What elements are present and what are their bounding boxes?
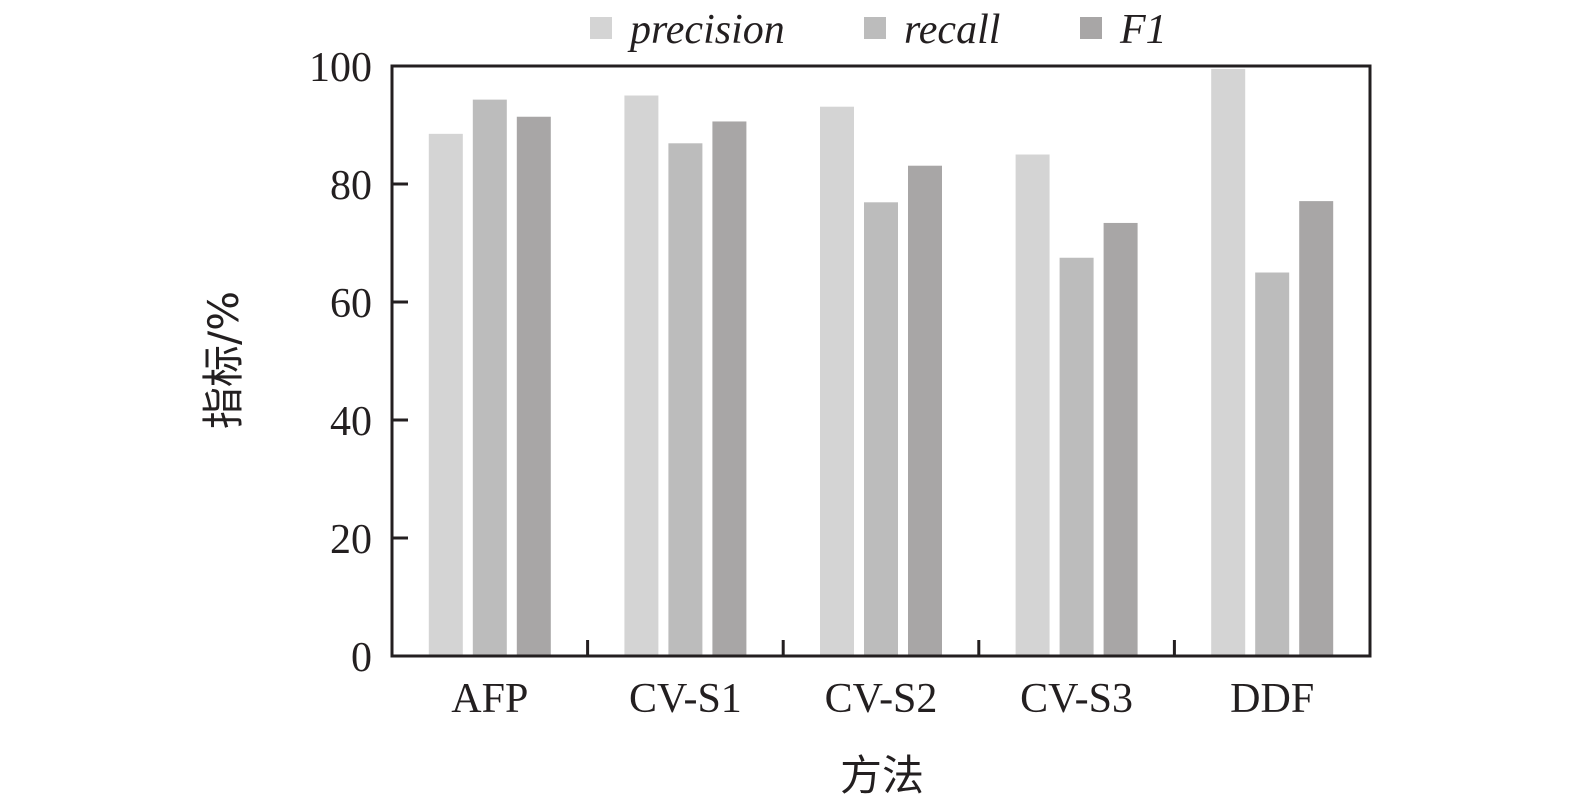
legend-swatch-precision [590,17,612,39]
x-tick-label: AFP [451,676,528,722]
y-tick-label: 100 [309,45,372,91]
y-axis-title: 指标/% [199,291,248,429]
bar-precision-ddf [1211,68,1246,656]
y-axis: 0 20 40 60 80 100 [309,45,408,681]
legend-swatch-recall [864,17,886,39]
legend-swatch-f1 [1080,17,1102,39]
bar-recall-afp [472,99,507,656]
x-tick-label: CV-S2 [825,676,938,722]
bar-recall-cv-s3 [1059,257,1094,656]
bar-f1-afp [516,116,551,657]
bar-precision-cv-s3 [1015,154,1050,656]
bar-recall-cv-s2 [864,202,898,657]
x-tick-label: CV-S1 [629,676,742,722]
x-axis: AFP CV-S1 CV-S2 CV-S3 DDF [451,640,1314,722]
y-tick-label: 80 [330,163,372,209]
legend-label-precision: precision [627,7,785,53]
x-tick-label: CV-S3 [1020,676,1133,722]
plot-frame [390,64,1372,658]
y-tick-label: 0 [351,635,372,681]
bar-f1-cv-s2 [908,165,942,656]
y-tick-label: 60 [330,281,372,327]
bars [428,68,1334,657]
bar-f1-ddf [1299,201,1334,657]
y-tick-label: 40 [330,399,372,445]
bar-f1-cv-s1 [712,121,747,656]
x-axis-title: 方法 [840,751,924,800]
plot-border [390,64,1372,658]
y-tick-label: 20 [330,517,372,563]
bar-f1-cv-s3 [1103,222,1138,656]
bar-precision-afp [428,133,463,657]
bar-precision-cv-s2 [820,106,854,656]
legend: precision recall F1 [590,7,1167,53]
bar-precision-cv-s1 [624,95,659,656]
bar-recall-ddf [1255,272,1290,656]
legend-label-recall: recall [904,7,1000,53]
bar-recall-cv-s1 [668,143,703,657]
x-tick-label: DDF [1230,676,1314,722]
legend-label-f1: F1 [1119,7,1167,53]
